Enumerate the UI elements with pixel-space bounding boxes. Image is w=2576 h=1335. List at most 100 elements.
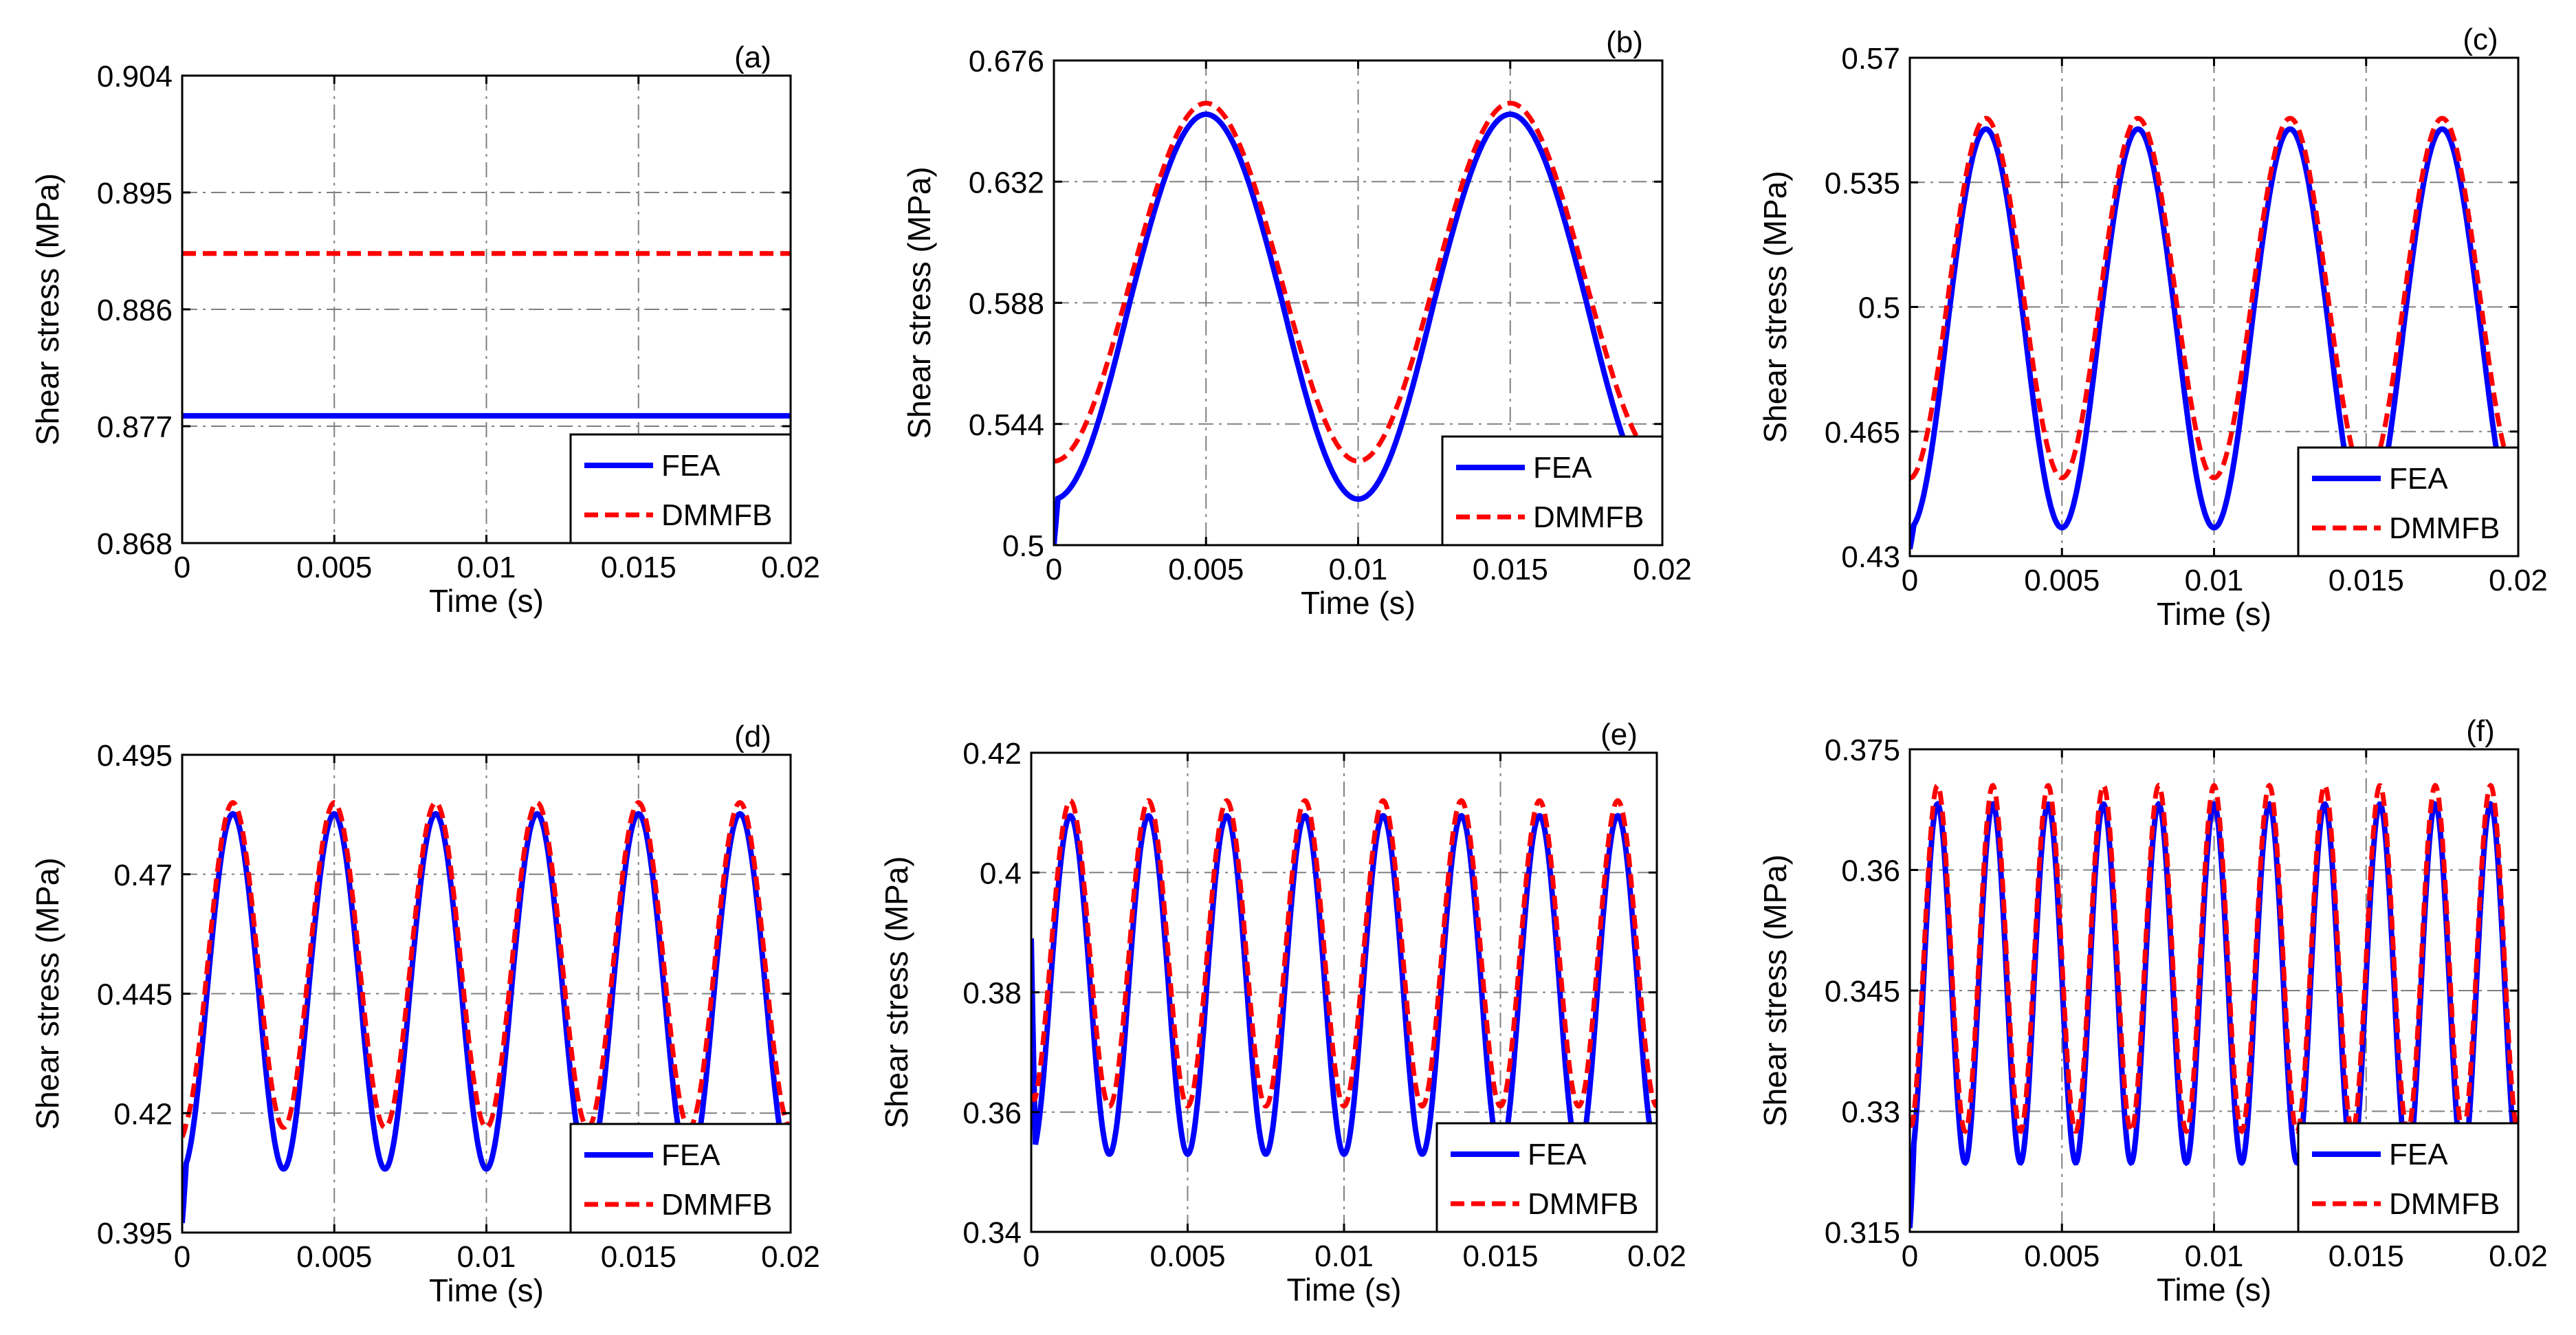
panel-label: (f) (2466, 714, 2495, 748)
y-tick-label: 0.676 (969, 45, 1044, 78)
legend-label-fea: FEA (1528, 1138, 1587, 1171)
legend-label-dmmfb: DMMFB (1528, 1187, 1638, 1221)
y-axis-title: Shear stress (MPa) (1757, 170, 1793, 443)
y-tick-label: 0.33 (1841, 1096, 1900, 1129)
y-tick-label: 0.315 (1825, 1216, 1900, 1250)
panel-c: 0 0.005 0.01 0.015 0.02 0.43 0.465 0.5 0.535 0.57… (1757, 23, 2548, 632)
legend-box (1435, 1122, 1658, 1233)
y-axis-title: Shear stress (MPa) (879, 856, 914, 1128)
y-tick-label: 0.868 (97, 527, 173, 561)
y-tick-label: 0.544 (969, 408, 1044, 442)
x-axis-title: Time (s) (2157, 1272, 2271, 1308)
x-tick-label: 0.02 (2489, 1239, 2548, 1273)
panel-label: (d) (734, 720, 771, 753)
series-line-dmmfb (1910, 115, 2518, 481)
x-axis-title: Time (s) (429, 583, 544, 619)
x-tick-label: 0.015 (601, 1240, 676, 1274)
panel-label: (b) (1606, 25, 1643, 59)
y-tick-label: 0.47 (113, 859, 173, 892)
legend-label-dmmfb: DMMFB (661, 498, 772, 532)
legend-box (1441, 435, 1664, 547)
x-tick-label: 0.01 (457, 551, 516, 584)
x-tick-label: 0.005 (296, 1240, 372, 1274)
x-tick-label: 0 (174, 1240, 190, 1274)
y-axis-title: Shear stress (MPa) (30, 857, 65, 1129)
x-tick-label: 0.015 (2329, 564, 2404, 597)
y-tick-label: 0.445 (97, 978, 173, 1012)
y-tick-label: 0.495 (97, 739, 173, 773)
x-tick-label: 0.005 (2024, 1239, 2100, 1273)
panel-label: (e) (1600, 718, 1638, 751)
series-line-dmmfb (1054, 100, 1662, 464)
x-axis-title: Time (s) (1287, 1272, 1402, 1308)
legend-label-dmmfb: DMMFB (2389, 1187, 2500, 1221)
series-line-fea (1054, 111, 1662, 545)
x-tick-label: 0.015 (601, 551, 676, 584)
x-tick-label: 0.02 (761, 1240, 820, 1274)
x-tick-label: 0 (174, 551, 190, 584)
legend-label-dmmfb: DMMFB (1533, 500, 1644, 534)
legend-label-fea: FEA (661, 449, 720, 483)
x-tick-label: 0.02 (1633, 553, 1692, 586)
y-axis-title: Shear stress (MPa) (1757, 854, 1793, 1127)
y-tick-label: 0.375 (1825, 733, 1900, 767)
y-tick-label: 0.42 (962, 737, 1022, 771)
y-tick-label: 0.36 (1841, 854, 1900, 888)
legend-label-fea: FEA (661, 1138, 720, 1172)
panel-d: 0 0.005 0.01 0.015 0.02 0.395 0.42 0.445 0.47 0.4… (30, 720, 820, 1308)
legend-label-fea: FEA (1533, 451, 1592, 485)
series-line-fea (1910, 126, 2518, 550)
y-axis-title: Shear stress (MPa) (30, 173, 65, 445)
x-tick-label: 0.02 (2489, 564, 2548, 597)
x-tick-label: 0 (1023, 1239, 1039, 1273)
y-tick-label: 0.43 (1841, 540, 1900, 574)
x-axis-title: Time (s) (2157, 596, 2271, 632)
series-line-dmmfb (1031, 798, 1657, 1109)
x-tick-label: 0 (1902, 564, 1918, 597)
x-tick-label: 0.015 (1462, 1239, 1538, 1273)
y-tick-label: 0.465 (1825, 416, 1900, 450)
legend-label-dmmfb: DMMFB (661, 1188, 772, 1222)
y-tick-label: 0.5 (1002, 529, 1044, 563)
x-tick-label: 0.005 (296, 551, 372, 584)
y-tick-label: 0.632 (969, 166, 1044, 199)
series-line-dmmfb (1910, 782, 2518, 1134)
legend-box (569, 433, 792, 544)
x-tick-label: 0.005 (1149, 1239, 1225, 1273)
x-tick-label: 0.01 (1329, 553, 1388, 586)
legend-label-fea: FEA (2389, 1138, 2448, 1171)
x-tick-label: 0.01 (2185, 564, 2244, 597)
panel-f: 0 0.005 0.01 0.015 0.02 0.315 0.33 0.345 0.36 0.3… (1757, 714, 2548, 1308)
y-tick-label: 0.345 (1825, 975, 1900, 1008)
x-tick-label: 0.005 (2024, 564, 2100, 597)
y-tick-label: 0.904 (97, 60, 173, 93)
y-tick-label: 0.5 (1858, 291, 1900, 325)
legend-box (2297, 1122, 2520, 1233)
y-axis-title: Shear stress (MPa) (901, 166, 937, 439)
legend-box (569, 1123, 792, 1234)
x-axis-title: Time (s) (429, 1272, 544, 1308)
y-tick-label: 0.895 (97, 177, 173, 210)
panel-a: 0 0.005 0.01 0.015 0.02 0.868 0.877 0.886 0.895 0… (30, 41, 820, 619)
panel-label: (c) (2463, 23, 2498, 56)
y-tick-label: 0.34 (962, 1216, 1022, 1250)
y-tick-label: 0.886 (97, 294, 173, 327)
x-tick-label: 0.02 (761, 551, 820, 584)
y-tick-label: 0.42 (113, 1097, 173, 1131)
panel-label: (a) (734, 41, 771, 74)
x-axis-title: Time (s) (1301, 585, 1416, 621)
x-tick-label: 0.01 (2185, 1239, 2244, 1273)
y-tick-label: 0.38 (962, 977, 1022, 1011)
y-tick-label: 0.588 (969, 287, 1044, 321)
x-tick-label: 0.01 (1314, 1239, 1374, 1273)
x-tick-label: 0.01 (457, 1240, 516, 1274)
x-tick-label: 0 (1902, 1239, 1918, 1273)
x-tick-label: 0.02 (1627, 1239, 1686, 1273)
y-tick-label: 0.877 (97, 410, 173, 444)
panel-e: 0 0.005 0.01 0.015 0.02 0.34 0.36 0.38 0.4 0.42 Ti… (879, 718, 1686, 1308)
y-tick-label: 0.395 (97, 1217, 173, 1250)
legend-label-fea: FEA (2389, 462, 2448, 496)
y-tick-label: 0.36 (962, 1096, 1022, 1130)
legend-box (2297, 446, 2520, 558)
